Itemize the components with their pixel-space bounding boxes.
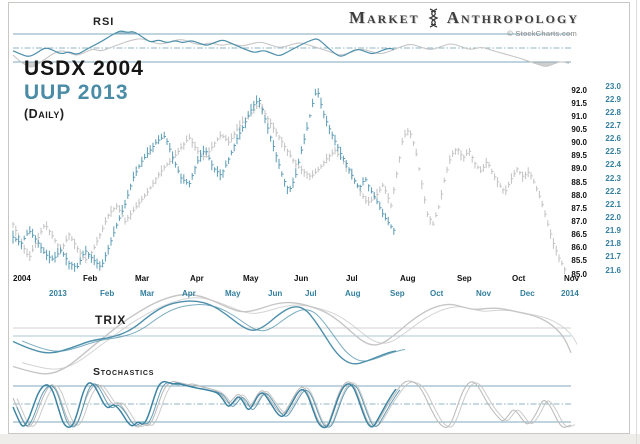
price-tick-usdx: 89.0 (571, 164, 587, 174)
price-tick-uup: 21.8 (605, 239, 621, 249)
title-timeframe: (Daily) (24, 107, 65, 122)
price-tick-usdx: 88.5 (571, 177, 587, 187)
price-panel (12, 88, 567, 275)
chart-canvas (12, 30, 577, 429)
month-tick-2013: Jul (305, 289, 317, 298)
price-tick-uup: 22.2 (605, 186, 621, 196)
page-bottom-strip (0, 434, 640, 444)
price-tick-uup: 22.1 (605, 199, 621, 209)
month-tick-2013: Mar (140, 289, 155, 298)
dna-helix-icon (428, 8, 439, 28)
price-tick-uup: 22.8 (605, 107, 621, 117)
price-tick-usdx: 85.0 (571, 269, 587, 279)
chart-title-block: USDX 2004 UUP 2013 (Daily) (24, 57, 144, 121)
stochastics-panel-label: Stochastics (93, 366, 155, 378)
rsi-panel (12, 30, 571, 68)
price-tick-uup: 23.0 (605, 81, 621, 91)
month-tick-2004: Jun (294, 274, 309, 283)
price-tick-usdx: 91.5 (571, 98, 587, 108)
price-tick-usdx: 86.0 (571, 243, 587, 253)
month-tick-2013: Jun (268, 289, 283, 298)
month-tick-2013: 2014 (561, 289, 579, 298)
price-tick-uup: 21.7 (605, 252, 621, 262)
month-tick-2004: Jul (346, 274, 358, 283)
rsi-panel-label: RSI (93, 16, 115, 28)
month-tick-2004: Oct (512, 274, 526, 283)
stochastics-panel (12, 380, 576, 429)
logo-word-market: Market (348, 8, 420, 27)
month-tick-2004: Mar (135, 274, 150, 283)
month-tick-2013: Sep (390, 289, 405, 298)
month-tick-2004: Sep (457, 274, 472, 283)
price-tick-usdx: 85.5 (571, 256, 587, 266)
bars-usdx-2004 (12, 101, 567, 275)
bars-uup-2013 (12, 88, 396, 272)
trix-panel (12, 293, 577, 375)
price-tick-usdx: 87.0 (571, 216, 587, 226)
price-tick-uup: 22.9 (605, 94, 621, 104)
title-usdx-2004: USDX 2004 (24, 57, 144, 80)
stockcharts-credit: © StockCharts.com (507, 29, 577, 38)
price-tick-uup: 22.0 (605, 212, 621, 222)
market-anthropology-logo: Market Anthropology (349, 8, 579, 28)
month-tick-2013: Dec (520, 289, 535, 298)
month-tick-2004: May (243, 274, 259, 283)
month-tick-2013: May (225, 289, 241, 298)
trix-panel-label: TRIX (95, 313, 127, 327)
month-tick-2004: 2004 (13, 274, 31, 283)
price-tick-usdx: 88.0 (571, 190, 587, 200)
price-tick-usdx: 90.0 (571, 138, 587, 148)
month-tick-2013: 2013 (49, 289, 67, 298)
price-tick-usdx: 86.5 (571, 230, 587, 240)
price-tick-uup: 21.6 (605, 265, 621, 275)
price-tick-usdx: 89.5 (571, 151, 587, 161)
price-tick-usdx: 87.5 (571, 203, 587, 213)
month-tick-2013: Feb (100, 289, 115, 298)
price-tick-uup: 22.3 (605, 173, 621, 183)
price-tick-uup: 22.7 (605, 120, 621, 130)
month-tick-2013: Nov (476, 289, 492, 298)
month-tick-2004: Feb (83, 274, 98, 283)
price-tick-uup: 21.9 (605, 226, 621, 236)
price-tick-usdx: 91.0 (571, 111, 587, 121)
month-tick-2013: Oct (430, 289, 444, 298)
price-tick-uup: 22.6 (605, 134, 621, 144)
price-tick-usdx: 90.5 (571, 124, 587, 134)
price-tick-uup: 22.5 (605, 147, 621, 157)
price-tick-uup: 22.4 (605, 160, 621, 170)
month-tick-2004: Aug (400, 274, 416, 283)
logo-word-anthropology: Anthropology (446, 8, 579, 27)
month-tick-2013: Apr (182, 289, 196, 298)
title-uup-2013: UUP 2013 (24, 80, 129, 104)
month-tick-2004: Nov (564, 274, 580, 283)
month-tick-2013: Aug (345, 289, 361, 298)
month-tick-2004: Apr (190, 274, 204, 283)
price-tick-usdx: 92.0 (571, 85, 587, 95)
chart-image-frame: Market Anthropology © StockCharts.com RS… (8, 2, 630, 434)
page-right-edge (636, 0, 637, 444)
